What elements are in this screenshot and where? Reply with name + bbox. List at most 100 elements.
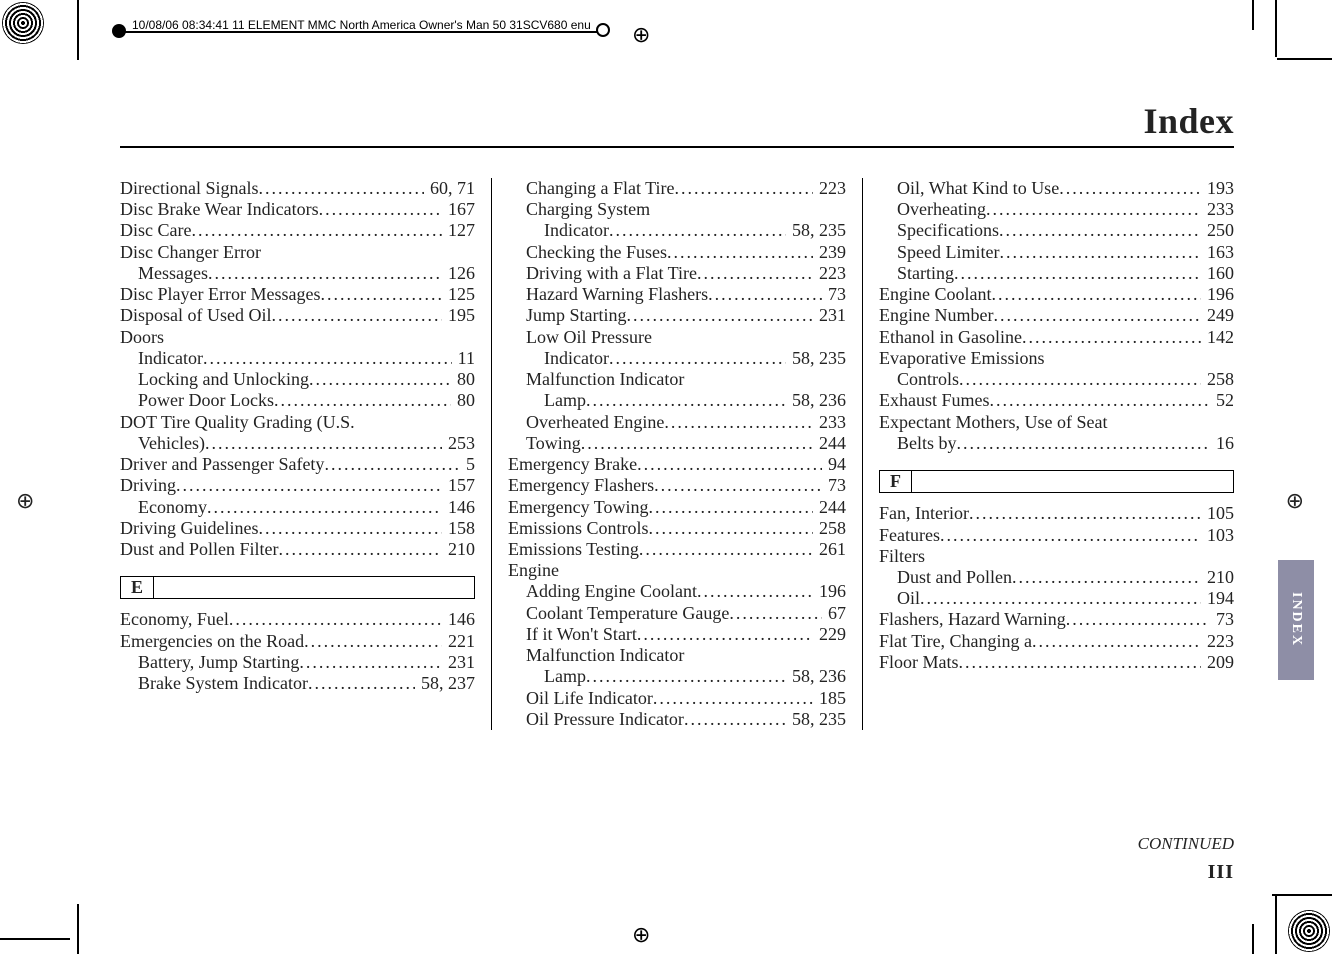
index-entry: Emergencies on the Road221	[120, 631, 475, 652]
index-entry-label: Emergencies on the Road	[120, 631, 442, 652]
index-entry-label: If it Won't Start	[526, 624, 813, 645]
index-entry-label: Engine Number	[879, 305, 1201, 326]
index-entry-page: 167	[442, 199, 475, 220]
index-entry-label: Disposal of Used Oil	[120, 305, 442, 326]
index-entry: Economy146	[120, 497, 475, 518]
page-title: Index	[120, 100, 1234, 148]
index-entry-page: 210	[442, 539, 475, 560]
index-entry: Emergency Brake94	[508, 454, 846, 475]
index-entry-label: Emissions Testing	[508, 539, 813, 560]
index-entry: Indicator58, 235	[508, 220, 846, 241]
index-entry: Overheated Engine233	[508, 412, 846, 433]
index-entry-label: Oil Life Indicator	[526, 688, 813, 709]
crop-mark-icon	[0, 938, 70, 940]
index-column-1: Directional Signals60, 71Disc Brake Wear…	[120, 178, 491, 730]
index-entry-page: 67	[822, 603, 846, 624]
index-entry: Oil194	[879, 588, 1234, 609]
index-entry: Directional Signals60, 71	[120, 178, 475, 199]
index-entry-page: 11	[452, 348, 475, 369]
index-entry-label: Disc Brake Wear Indicators	[120, 199, 442, 220]
index-entry-label: Hazard Warning Flashers	[526, 284, 822, 305]
index-entry: Towing244	[508, 433, 846, 454]
index-entry-label: Changing a Flat Tire	[526, 178, 813, 199]
index-entry-label: Exhaust Fumes	[879, 390, 1210, 411]
index-entry: If it Won't Start229	[508, 624, 846, 645]
index-entry-label: Charging System	[526, 199, 846, 220]
page-frame: ⊕ ⊕ ⊕ ⊕ 10/08/06 08:34:41 11 ELEMENT MMC…	[0, 0, 1332, 954]
section-heading-e: E	[120, 576, 475, 599]
crop-mark-icon	[77, 0, 79, 60]
index-entry: Disc Care127	[120, 220, 475, 241]
index-entry: Coolant Temperature Gauge67	[508, 603, 846, 624]
index-entry-label: Dust and Pollen Filter	[120, 539, 442, 560]
index-columns: Directional Signals60, 71Disc Brake Wear…	[120, 178, 1234, 730]
index-entry-page: 142	[1201, 327, 1234, 348]
index-entry-page: 146	[442, 609, 475, 630]
index-entry-label: Fan, Interior	[879, 503, 1201, 524]
index-entry-label: Driver and Passenger Safety	[120, 454, 460, 475]
index-entry-page: 127	[442, 220, 475, 241]
index-entry: Exhaust Fumes52	[879, 390, 1234, 411]
index-entry: Overheating233	[879, 199, 1234, 220]
index-entry-page: 231	[813, 305, 846, 326]
crop-mark-icon	[77, 904, 79, 954]
index-entry-page: 146	[442, 497, 475, 518]
index-entry-page: 193	[1201, 178, 1234, 199]
index-entry: Lamp58, 236	[508, 390, 846, 411]
index-entry-page: 261	[813, 539, 846, 560]
index-entry-label: Malfunction Indicator	[526, 645, 846, 666]
index-entry: Hazard Warning Flashers73	[508, 284, 846, 305]
index-entry: Adding Engine Coolant196	[508, 581, 846, 602]
section-letter: F	[880, 471, 912, 492]
index-entry-label: Indicator	[544, 220, 786, 241]
index-entry: Oil Pressure Indicator58, 235	[508, 709, 846, 730]
index-entry-label: Economy, Fuel	[120, 609, 442, 630]
index-entry-page: 223	[813, 263, 846, 284]
index-entry: Driving Guidelines158	[120, 518, 475, 539]
index-entry: Doors	[120, 327, 475, 348]
index-entry-page: 221	[442, 631, 475, 652]
index-entry: Engine Number249	[879, 305, 1234, 326]
index-entry-page: 196	[813, 581, 846, 602]
index-entry-page: 58, 236	[786, 390, 846, 411]
index-entry-page: 58, 235	[786, 709, 846, 730]
index-entry: Disc Player Error Messages125	[120, 284, 475, 305]
index-entry: Changing a Flat Tire223	[508, 178, 846, 199]
index-entry: Filters	[879, 546, 1234, 567]
index-entry-page: 194	[1201, 588, 1234, 609]
index-entry: Emergency Towing244	[508, 497, 846, 518]
index-entry: Malfunction Indicator	[508, 645, 846, 666]
index-entry-label: Overheating	[897, 199, 1201, 220]
index-entry: Evaporative Emissions	[879, 348, 1234, 369]
index-entry-page: 209	[1201, 652, 1234, 673]
index-entry-label: Adding Engine Coolant	[526, 581, 813, 602]
crop-mark-icon	[1272, 894, 1332, 896]
index-entry: Locking and Unlocking80	[120, 369, 475, 390]
index-entry: Engine	[508, 560, 846, 581]
index-entry-label: Towing	[526, 433, 813, 454]
index-entry: Fan, Interior105	[879, 503, 1234, 524]
index-entry-page: 158	[442, 518, 475, 539]
index-entry-label: Vehicles)	[138, 433, 442, 454]
index-entry: Specifications250	[879, 220, 1234, 241]
crop-mark-icon	[1275, 0, 1277, 57]
index-entry-page: 196	[1201, 284, 1234, 305]
index-entry-page: 253	[442, 433, 475, 454]
index-entry: DOT Tire Quality Grading (U.S.	[120, 412, 475, 433]
index-entry-label: Filters	[879, 546, 1234, 567]
index-entry-label: Expectant Mothers, Use of Seat	[879, 412, 1234, 433]
index-entry: Oil Life Indicator185	[508, 688, 846, 709]
index-entry: Starting160	[879, 263, 1234, 284]
index-entry-label: Features	[879, 525, 1201, 546]
index-entry: Power Door Locks80	[120, 390, 475, 411]
index-entry-page: 80	[451, 369, 475, 390]
index-entry-page: 126	[442, 263, 475, 284]
index-entry-label: Low Oil Pressure	[526, 327, 846, 348]
index-entry-label: Emergency Brake	[508, 454, 822, 475]
index-entry: Emissions Testing261	[508, 539, 846, 560]
index-entry: Oil, What Kind to Use193	[879, 178, 1234, 199]
index-entry-page: 185	[813, 688, 846, 709]
index-entry-page: 223	[813, 178, 846, 199]
index-entry-label: Overheated Engine	[526, 412, 813, 433]
index-entry-label: Driving	[120, 475, 442, 496]
